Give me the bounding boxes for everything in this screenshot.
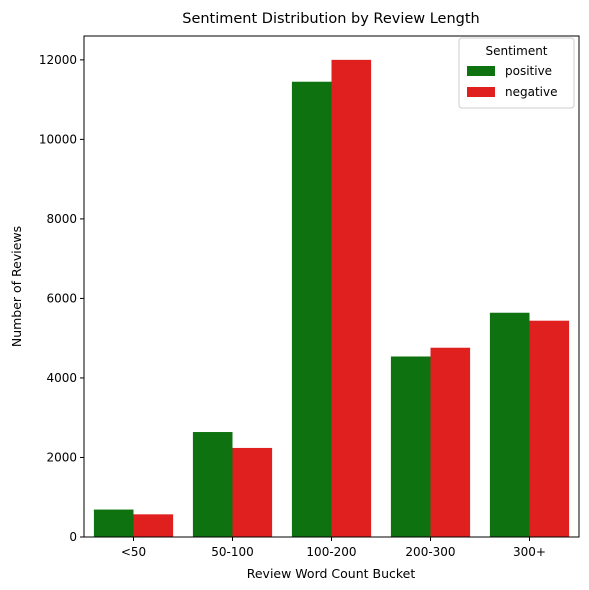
bar-positive-3 xyxy=(390,356,431,537)
bar-negative-2 xyxy=(331,59,372,537)
x-axis-label: Review Word Count Bucket xyxy=(247,566,416,581)
bar-negative-4 xyxy=(529,320,570,537)
y-tick-label: 6000 xyxy=(46,291,77,305)
chart-title: Sentiment Distribution by Review Length xyxy=(182,11,480,27)
y-tick-label: 0 xyxy=(69,530,77,544)
x-tick-label: <50 xyxy=(121,545,146,559)
legend-swatch-positive xyxy=(467,66,495,76)
x-tick-label: 300+ xyxy=(513,545,546,559)
x-tick-label: 50-100 xyxy=(211,545,254,559)
y-tick-label: 10000 xyxy=(39,132,77,146)
y-tick-label: 4000 xyxy=(46,371,77,385)
bar-negative-1 xyxy=(232,447,273,537)
bar-positive-0 xyxy=(93,509,134,537)
bar-negative-0 xyxy=(133,514,174,537)
y-tick-label: 8000 xyxy=(46,212,77,226)
bar-negative-3 xyxy=(430,347,471,537)
plot-frame xyxy=(83,35,580,538)
bars-layer xyxy=(93,59,570,537)
legend-swatch-negative xyxy=(467,87,495,97)
bar-positive-1 xyxy=(192,432,233,537)
legend: Sentiment positive negative xyxy=(458,37,575,109)
bar-positive-4 xyxy=(489,312,530,537)
legend-title: Sentiment xyxy=(485,44,547,58)
x-tick-label: 100-200 xyxy=(306,545,356,559)
legend-label-negative: negative xyxy=(505,85,557,99)
y-tick-label: 2000 xyxy=(46,450,77,464)
y-tick-label: 12000 xyxy=(39,53,77,67)
x-tick-label: 200-300 xyxy=(405,545,455,559)
y-axis-label: Number of Reviews xyxy=(9,226,24,347)
bar-positive-2 xyxy=(291,81,332,537)
legend-label-positive: positive xyxy=(505,64,552,78)
y-axis: 0 2000 4000 6000 8000 10000 12000 xyxy=(39,53,84,544)
x-axis: <50 50-100 100-200 200-300 300+ xyxy=(121,537,546,559)
